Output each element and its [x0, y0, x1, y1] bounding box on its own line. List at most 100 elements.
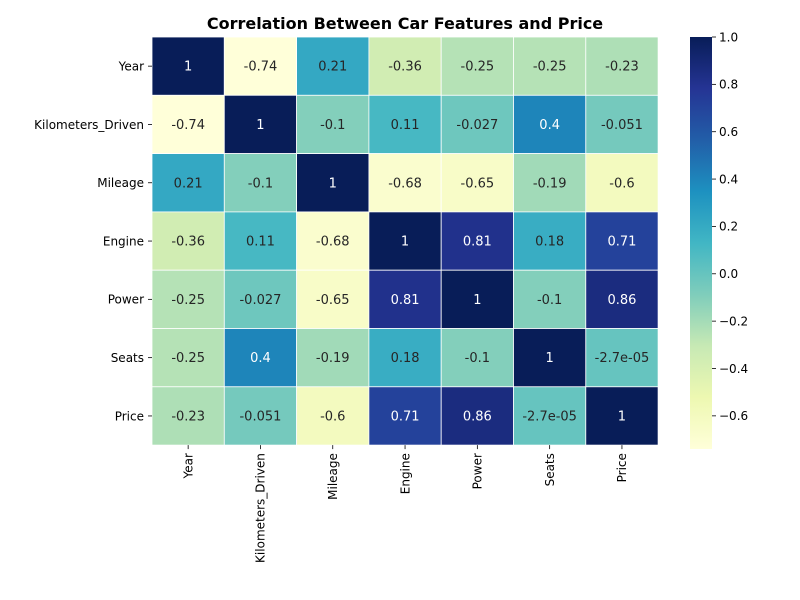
cell-value-label: 1 [184, 60, 192, 75]
heatmap-cell [151, 211, 225, 271]
row-tick-label: Kilometers_Driven [34, 118, 144, 132]
heatmap-cell [296, 94, 370, 155]
colorbar-tick-label: 0.4 [719, 172, 738, 186]
heatmap-cell [296, 153, 370, 213]
heatmap-cell [223, 36, 298, 96]
colorbar-tick-label: 0.2 [719, 220, 738, 234]
cell-value-label: 0.81 [391, 293, 420, 308]
cell-value-label: 0.86 [463, 409, 492, 424]
colorbar-tick-label: 0.6 [719, 125, 738, 139]
cell-value-label: 0.71 [607, 235, 636, 250]
cell-value-label: 0.71 [391, 409, 420, 424]
cell-value-label: -0.74 [171, 118, 205, 133]
cell-value-label: 1 [401, 235, 409, 250]
heatmap-cell [296, 328, 370, 388]
cell-value-label: -0.74 [244, 60, 278, 75]
heatmap-cell [440, 328, 514, 388]
column-tick-label: Engine [398, 453, 412, 494]
column-tick-label: Mileage [326, 453, 340, 500]
cell-value-label: -0.65 [461, 176, 495, 191]
cell-value-label: 0.18 [535, 235, 564, 250]
heatmap-cell [585, 269, 659, 329]
cell-value-label: 0.21 [174, 176, 203, 191]
heatmap-cell [368, 328, 442, 388]
cell-value-label: -0.65 [316, 293, 350, 308]
heatmap-cell [513, 94, 587, 155]
heatmap-cell [440, 36, 514, 96]
heatmap-cells: 1 -0.74 0.21 -0.36 -0.25 -0.25 -0.23 -0.74 1 -0.1… [151, 36, 659, 446]
cell-value-label: -0.25 [461, 60, 495, 75]
cell-value-label: -0.1 [465, 351, 490, 366]
cell-value-label: 1 [473, 293, 481, 308]
cell-value-label: -0.1 [248, 176, 273, 191]
heatmap-cell [223, 211, 298, 271]
row-tick-labels: Year Kilometers_Driven Mileage Engine Power S… [34, 59, 152, 423]
heatmap-cell [368, 211, 442, 271]
heatmap-cell [368, 36, 442, 96]
cell-value-label: -0.19 [533, 176, 567, 191]
column-tick-labels: Year Kilometers_Driven Mileage Engine Power S… [181, 445, 629, 563]
heatmap-cell [151, 36, 225, 96]
heatmap-cell [585, 94, 659, 155]
heatmap-cell [368, 386, 442, 446]
cell-value-label: -0.6 [320, 409, 345, 424]
colorbar-gradient [690, 37, 712, 449]
chart-title: Correlation Between Car Features and Pri… [207, 14, 603, 33]
colorbar: 1.0 0.8 0.6 0.4 0.2 0.0 −0.2 −0.4 −0.6 [690, 30, 748, 449]
cell-value-label: 1 [256, 118, 264, 133]
cell-value-label: 0.86 [607, 293, 636, 308]
heatmap-cell [513, 211, 587, 271]
cell-value-label: -0.027 [239, 293, 281, 308]
cell-value-label: -0.36 [171, 235, 205, 250]
heatmap-cell [151, 328, 225, 388]
cell-value-label: 0.4 [539, 118, 560, 133]
cell-value-label: 1 [618, 409, 626, 424]
heatmap-cell [296, 269, 370, 329]
cell-value-label: -0.25 [171, 351, 205, 366]
column-tick-label: Kilometers_Driven [254, 453, 268, 563]
cell-value-label: -0.027 [456, 118, 498, 133]
cell-value-label: -0.25 [533, 60, 567, 75]
row-tick-label: Seats [111, 351, 144, 365]
row-tick-label: Engine [103, 234, 144, 248]
row-tick-label: Year [118, 59, 144, 73]
column-tick-label: Seats [543, 453, 557, 486]
colorbar-tick-label: −0.2 [719, 314, 748, 328]
cell-value-label: 0.4 [250, 351, 271, 366]
colorbar-tick-label: 0.8 [719, 78, 738, 92]
row-tick-label: Mileage [97, 176, 144, 190]
heatmap-cell [223, 153, 298, 213]
cell-value-label: -0.23 [605, 60, 639, 75]
colorbar-tick-label: 0.0 [719, 267, 738, 281]
heatmap-cell [151, 386, 225, 446]
colorbar-tick-label: −0.4 [719, 362, 748, 376]
cell-value-label: -0.1 [537, 293, 562, 308]
cell-value-label: 1 [329, 176, 337, 191]
cell-value-label: 0.81 [463, 235, 492, 250]
heatmap-cell [223, 328, 298, 388]
cell-value-label: -0.1 [320, 118, 345, 133]
cell-value-label: -0.051 [601, 118, 643, 133]
column-tick-label: Year [181, 453, 195, 479]
row-tick-label: Power [108, 293, 144, 307]
cell-value-label: -0.68 [316, 235, 350, 250]
heatmap-cell [440, 386, 514, 446]
cell-value-label: 0.11 [246, 235, 275, 250]
heatmap-cell [585, 328, 659, 388]
heatmap-cell [585, 153, 659, 213]
cell-value-label: -2.7e-05 [522, 409, 577, 424]
column-tick-label: Power [471, 453, 485, 489]
cell-value-label: -0.23 [171, 409, 205, 424]
cell-value-label: -0.36 [388, 60, 422, 75]
cell-value-label: 0.11 [391, 118, 420, 133]
heatmap-cell [151, 269, 225, 329]
heatmap-cell [296, 386, 370, 446]
heatmap-cell [513, 386, 587, 446]
heatmap-cell [585, 386, 659, 446]
cell-value-label: -0.25 [171, 293, 205, 308]
heatmap-cell [440, 94, 514, 155]
cell-value-label: -0.68 [388, 176, 422, 191]
cell-value-label: -0.6 [609, 176, 634, 191]
colorbar-tick-label: −0.6 [719, 409, 748, 423]
